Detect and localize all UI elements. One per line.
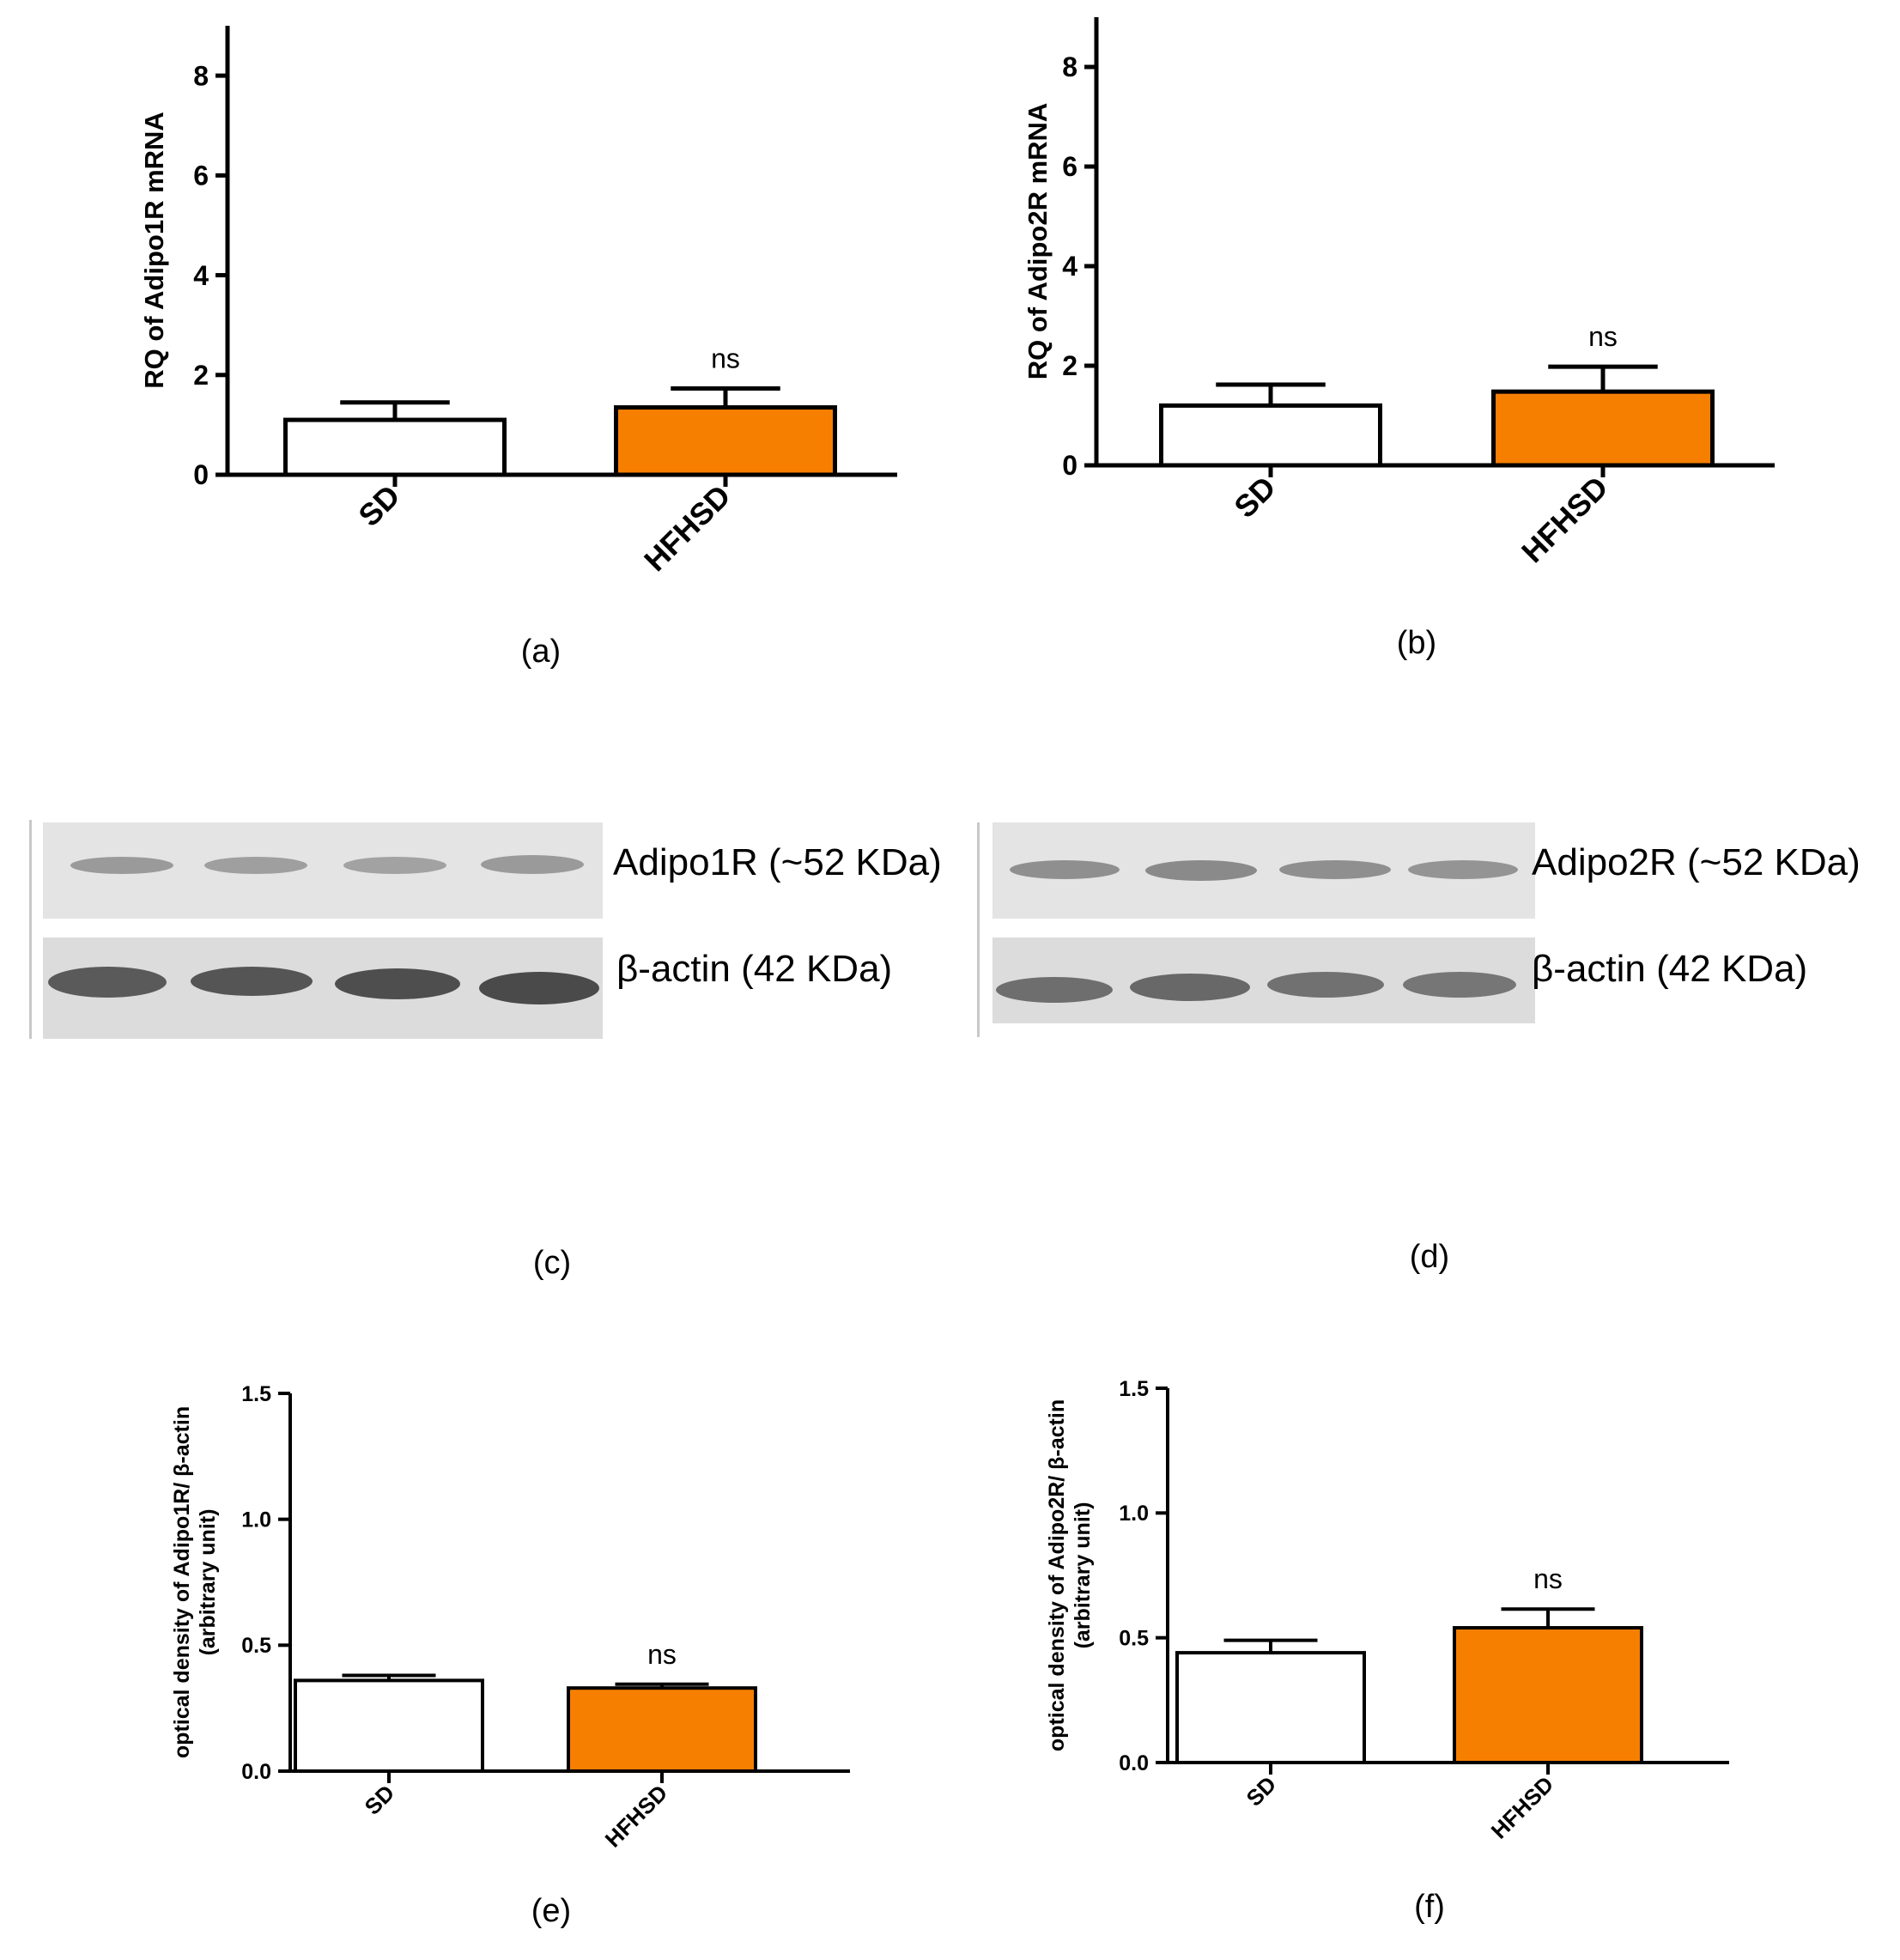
y-tick-label: 0.5 <box>241 1634 271 1658</box>
bar-sd <box>1175 1651 1366 1764</box>
y-tick-label: 6 <box>1062 151 1077 182</box>
bar-hfhsd <box>1491 389 1715 468</box>
bar-sd <box>1159 403 1382 468</box>
band <box>204 857 307 874</box>
y-axis-label: RQ of Adipo1R mRNA <box>139 112 169 389</box>
x-tick-label: HFHSD <box>1486 1771 1559 1844</box>
blot-d-control <box>992 938 1535 1023</box>
y-tick-label: 8 <box>193 60 209 91</box>
x-tick-label: SD <box>1227 470 1282 525</box>
y-tick-label: 6 <box>193 161 209 191</box>
bar-hfhsd <box>614 405 837 477</box>
y-tick-label: 0 <box>193 459 209 490</box>
band <box>479 972 599 1004</box>
chart-a: 0 2 4 6 8 RQ of Adipo1R mRNA SD HFHSD ns <box>139 26 897 579</box>
x-tick-label: HFHSD <box>637 478 738 579</box>
y-tick-label: 0 <box>1062 450 1077 481</box>
band <box>1145 860 1257 881</box>
y-axis-label: RQ of Adipo2R mRNA <box>1023 103 1053 380</box>
significance-label: ns <box>711 343 740 373</box>
band <box>1130 974 1250 1001</box>
significance-label: ns <box>647 1639 677 1670</box>
blot-c-control-label: β-actin (42 KDa) <box>616 948 893 990</box>
x-tick-label: SD <box>359 1780 399 1820</box>
panel-label-b: (b) <box>1396 625 1437 661</box>
panel-label-e: (e) <box>531 1893 572 1929</box>
blot-c-control <box>43 938 603 1039</box>
blot-d-edge <box>977 822 980 1037</box>
x-tick-label: HFHSD <box>600 1780 673 1853</box>
y-tick-label: 4 <box>1062 251 1077 282</box>
panel-label-f: (f) <box>1414 1889 1445 1925</box>
chart-b: 0 2 4 6 8 RQ of Adipo2R mRNA SD HFHSD ns <box>1023 17 1775 570</box>
y-tick-label: 1.0 <box>241 1508 271 1532</box>
y-tick-label: 8 <box>1062 52 1077 82</box>
panel-label-c: (c) <box>532 1245 572 1281</box>
y-axis-label-unit: (arbitrary unit) <box>1071 1502 1095 1649</box>
bar-hfhsd <box>1453 1626 1643 1765</box>
band <box>48 967 167 998</box>
y-tick-label: 1.5 <box>241 1382 271 1406</box>
band <box>343 857 446 874</box>
blot-c-target <box>43 822 603 919</box>
y-tick-label: 0.5 <box>1119 1626 1149 1650</box>
blot-c-edge <box>29 820 32 1039</box>
blot-d-target <box>992 822 1535 919</box>
y-tick-label: 0.0 <box>241 1760 271 1784</box>
blot-d-target-label: Adipo2R (~52 KDa) <box>1532 841 1861 883</box>
blot-c-target-label: Adipo1R (~52 KDa) <box>613 841 942 883</box>
band <box>996 977 1113 1003</box>
x-tick-label: SD <box>351 478 406 533</box>
panel-label-a: (a) <box>520 634 562 670</box>
bar-sd <box>283 417 507 477</box>
band <box>335 968 460 999</box>
band <box>1267 972 1384 998</box>
y-axis-label: optical density of Adipo2R/ β-actin <box>1045 1399 1069 1751</box>
panel-label-d: (d) <box>1409 1239 1450 1275</box>
y-tick-label: 0.0 <box>1119 1751 1149 1775</box>
bar-sd <box>294 1678 484 1773</box>
y-tick-label: 2 <box>1062 350 1077 381</box>
band <box>481 855 584 874</box>
band <box>1010 860 1120 879</box>
blot-d-control-label: β-actin (42 KDa) <box>1532 948 1808 990</box>
chart-f: 0.0 0.5 1.0 1.5 optical density of Adipo2R/ … <box>1045 1377 1729 1844</box>
y-tick-label: 1.5 <box>1119 1377 1149 1401</box>
band <box>1408 860 1518 879</box>
significance-label: ns <box>1588 321 1618 352</box>
x-tick-label: SD <box>1241 1771 1281 1811</box>
y-axis-label: optical density of Adipo1R/ β-actin <box>170 1406 194 1758</box>
bar-hfhsd <box>567 1686 757 1774</box>
y-tick-label: 2 <box>193 360 209 391</box>
band <box>1279 860 1391 879</box>
chart-e: 0.0 0.5 1.0 1.5 optical density of Adipo1R/ … <box>170 1382 850 1853</box>
band <box>70 857 173 874</box>
y-tick-label: 4 <box>193 260 209 291</box>
y-axis-label-unit: (arbitrary unit) <box>196 1509 220 1656</box>
band <box>1403 972 1516 998</box>
y-tick-label: 1.0 <box>1119 1502 1149 1526</box>
x-tick-label: HFHSD <box>1515 470 1615 570</box>
significance-label: ns <box>1533 1563 1563 1594</box>
band <box>191 967 313 996</box>
